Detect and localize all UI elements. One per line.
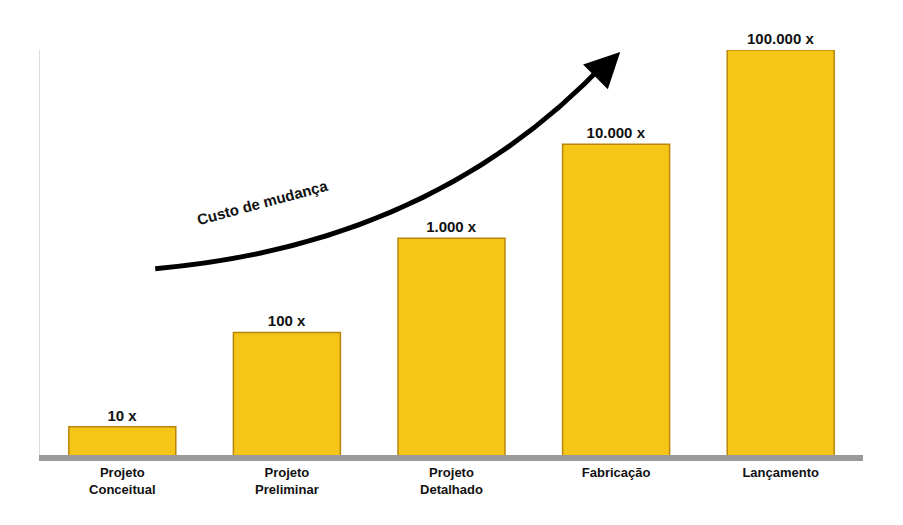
svg-text:10 x: 10 x	[107, 407, 137, 424]
svg-text:1.000 x: 1.000 x	[426, 218, 477, 235]
svg-text:ProjetoConceitual: ProjetoConceitual	[89, 465, 155, 497]
svg-text:Lançamento: Lançamento	[742, 465, 819, 480]
svg-text:100.000 x: 100.000 x	[747, 30, 814, 47]
svg-text:100 x: 100 x	[268, 312, 306, 329]
svg-text:Custo de mudança: Custo de mudança	[195, 177, 330, 228]
svg-text:ProjetoDetalhado: ProjetoDetalhado	[420, 465, 483, 497]
svg-text:10.000 x: 10.000 x	[587, 124, 646, 141]
svg-text:Fabricação: Fabricação	[582, 465, 651, 480]
svg-text:ProjetoPreliminar: ProjetoPreliminar	[255, 465, 319, 497]
